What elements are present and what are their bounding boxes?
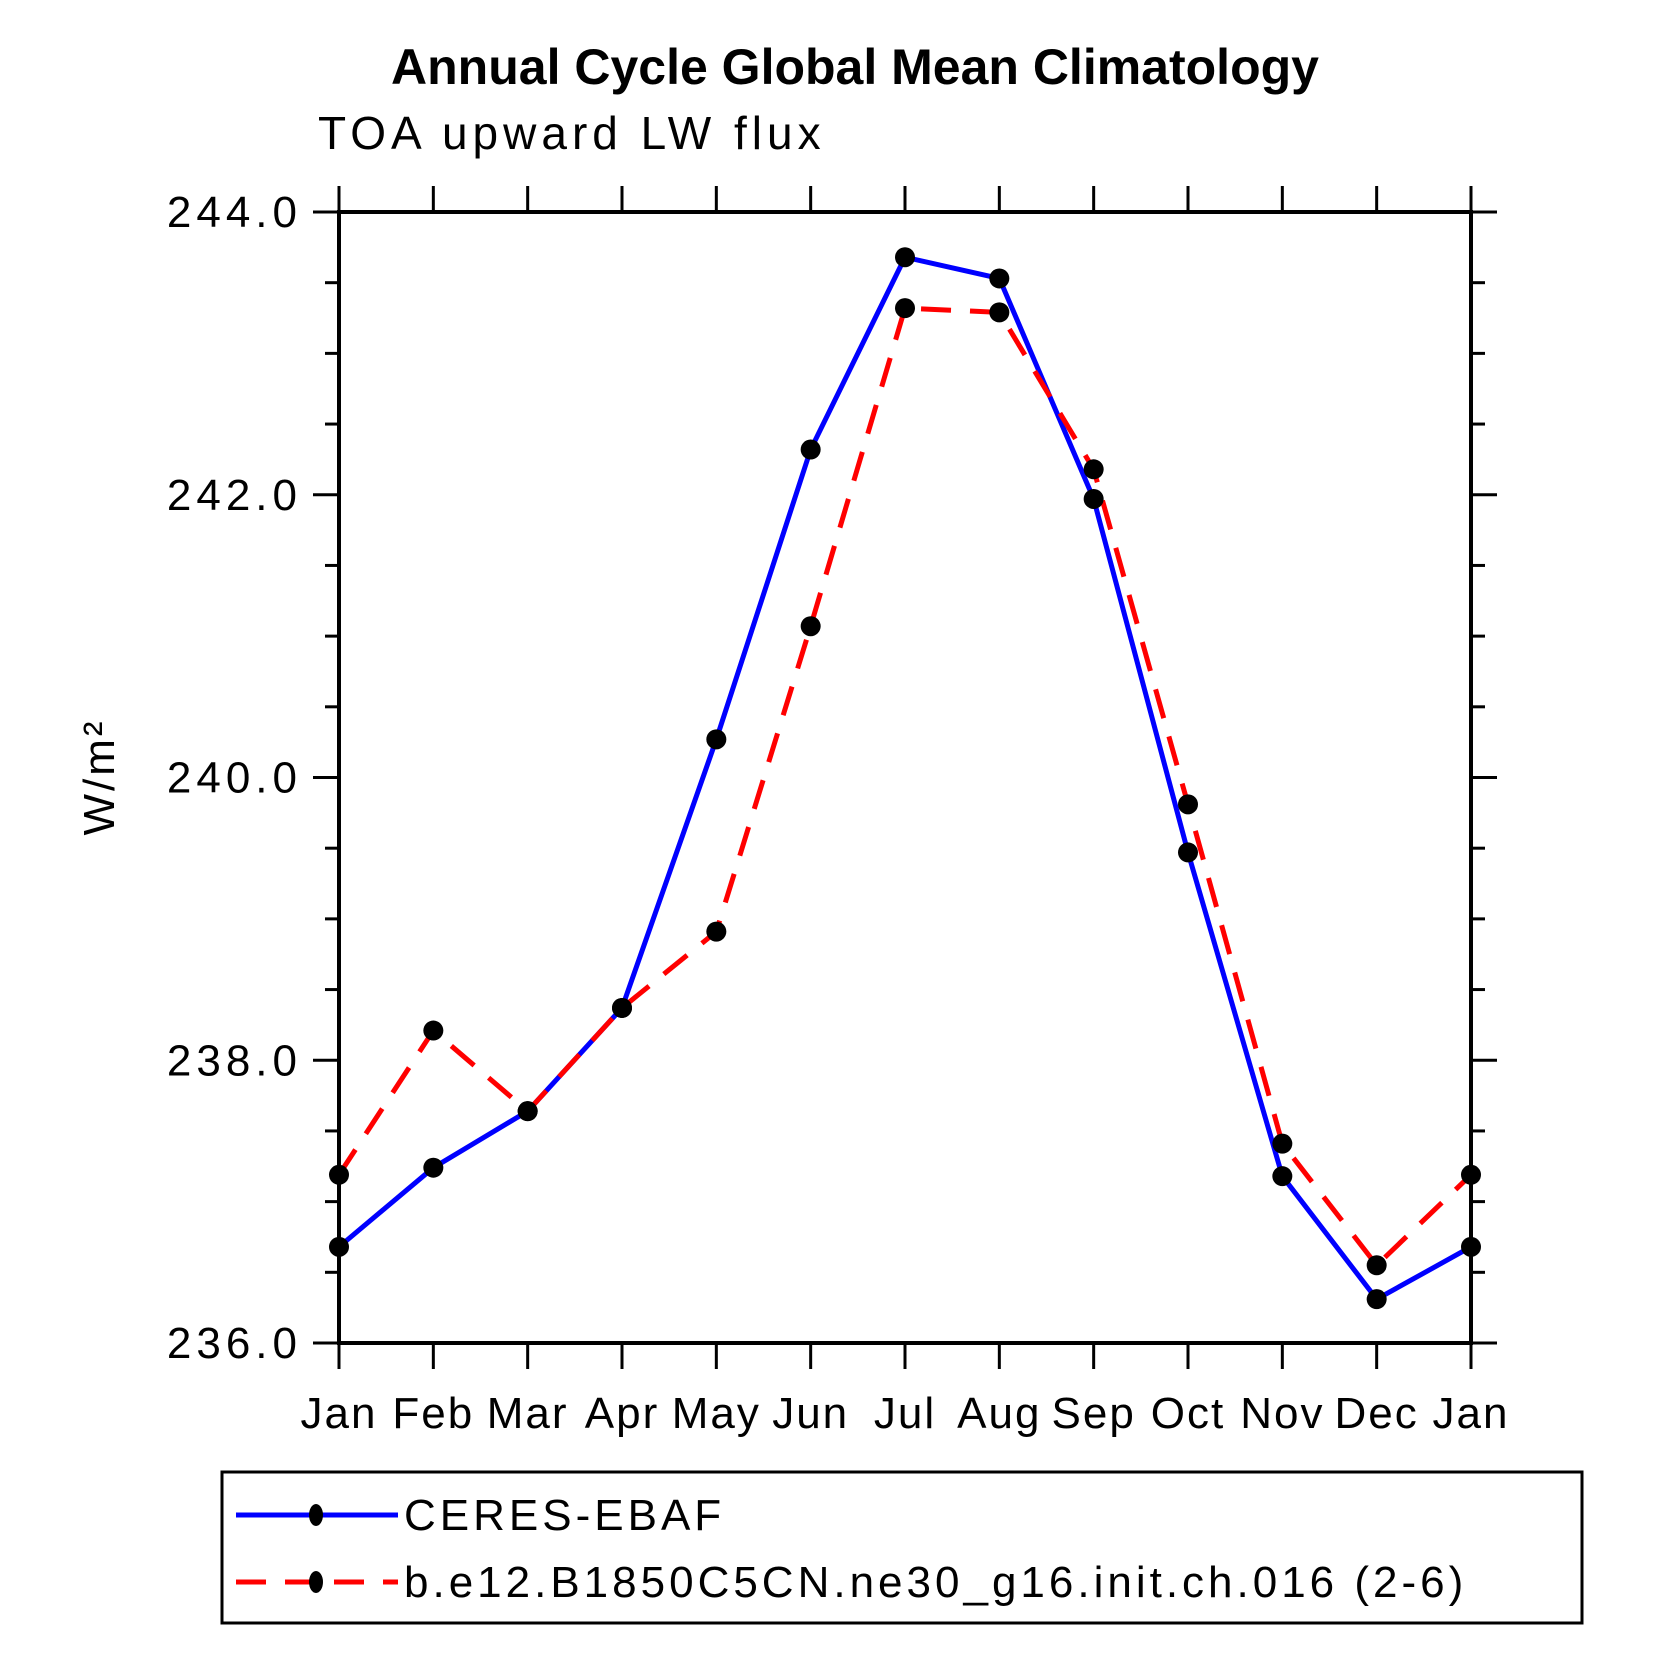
data-point: [329, 1236, 349, 1257]
data-point: [895, 298, 915, 319]
data-point: [706, 921, 727, 942]
data-point: [989, 302, 1010, 323]
legend-marker: [309, 1504, 323, 1526]
data-point: [706, 729, 727, 750]
x-tick-label: Aug: [957, 1389, 1041, 1438]
legend-marker: [309, 1571, 323, 1593]
data-point: [612, 997, 632, 1018]
x-tick-label: Dec: [1335, 1389, 1419, 1438]
data-point: [989, 268, 1010, 289]
chart-title: Annual Cycle Global Mean Climatology: [391, 39, 1319, 95]
data-point: [1272, 1133, 1293, 1154]
legend-label-model-run: b.e12.B1850C5CN.ne30_g16.init.ch.016 (2-…: [404, 1558, 1467, 1607]
data-point: [1083, 488, 1104, 509]
y-tick-label: 236.0: [167, 1319, 302, 1368]
x-tick-label: Jul: [874, 1389, 936, 1438]
x-tick-label: Jun: [772, 1389, 849, 1438]
data-point: [329, 1164, 349, 1185]
data-point: [1461, 1164, 1481, 1185]
legend-box: [220, 1470, 1584, 1625]
x-tick-label: Oct: [1151, 1389, 1225, 1438]
x-tick-label: May: [672, 1389, 761, 1438]
data-point: [423, 1157, 444, 1178]
data-point: [1083, 459, 1104, 480]
data-point: [1366, 1255, 1387, 1276]
legend-label-ceres-ebaf: CERES-EBAF: [404, 1491, 725, 1540]
y-tick-label: 238.0: [167, 1036, 302, 1085]
series-line-0: [337, 254, 1473, 1303]
x-tick-label: Jan: [301, 1389, 378, 1438]
y-tick-label: 240.0: [167, 754, 302, 803]
data-point: [1178, 842, 1198, 863]
data-point: [1461, 1236, 1481, 1257]
data-point: [1366, 1289, 1387, 1310]
x-tick-label: Mar: [487, 1389, 569, 1438]
data-point: [895, 247, 915, 268]
data-point: [800, 616, 821, 637]
x-tick-label: Apr: [585, 1389, 659, 1438]
data-point: [1178, 794, 1198, 815]
y-tick-label: 242.0: [167, 471, 302, 520]
x-tick-label: Nov: [1240, 1389, 1324, 1438]
data-point: [423, 1020, 444, 1041]
plot-frame: [337, 210, 1473, 1345]
data-point: [800, 439, 821, 460]
data-point: [1272, 1166, 1293, 1187]
data-point: [517, 1101, 538, 1122]
chart-subtitle: TOA upward LW flux: [318, 107, 826, 159]
x-tick-label: Sep: [1052, 1389, 1136, 1438]
x-tick-label: Jan: [1433, 1389, 1510, 1438]
y-tick-label: 244.0: [167, 188, 302, 237]
x-tick-label: Feb: [392, 1389, 474, 1438]
